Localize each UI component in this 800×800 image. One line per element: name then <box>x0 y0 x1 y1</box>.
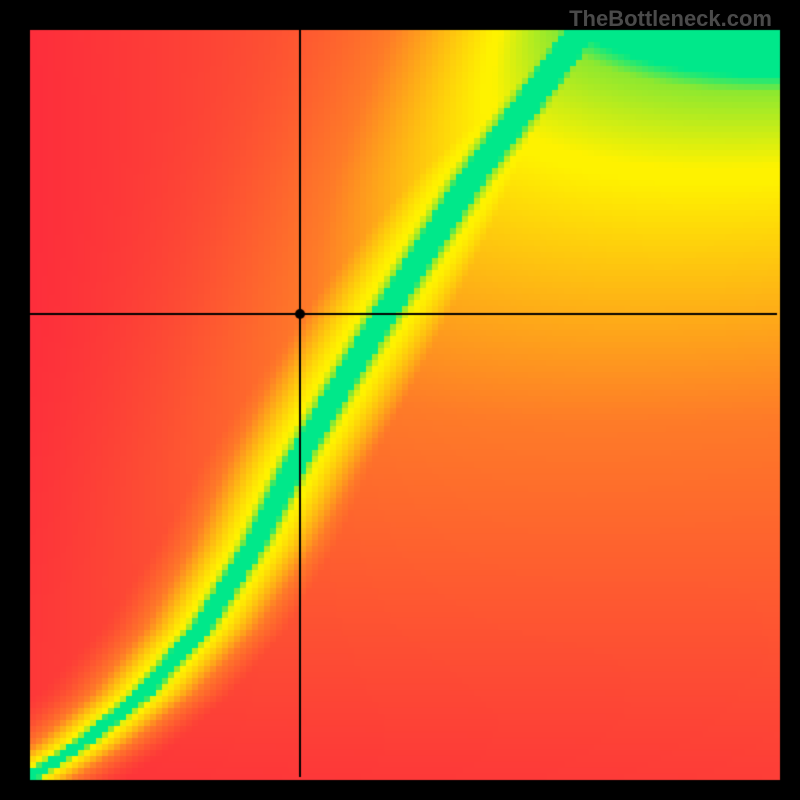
chart-container: TheBottleneck.com <box>0 0 800 800</box>
heatmap-canvas <box>0 0 800 800</box>
watermark-label: TheBottleneck.com <box>569 6 772 32</box>
